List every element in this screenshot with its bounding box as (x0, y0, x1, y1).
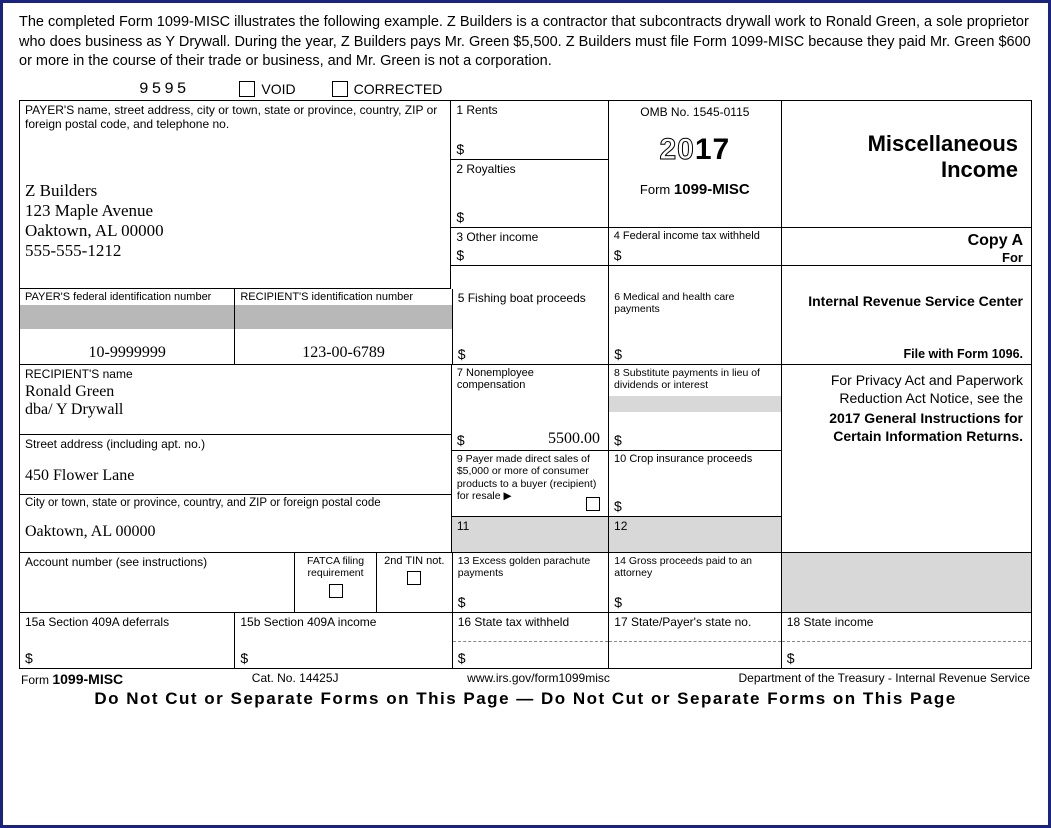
form-grid: PAYER'S name, street address, city or to… (19, 100, 1032, 669)
corrected-label: CORRECTED (354, 81, 443, 97)
box3-other: 3 Other income $ (451, 228, 607, 266)
payer-cell: PAYER'S name, street address, city or to… (20, 101, 451, 289)
bottom-bar: Form 1099-MISC Cat. No. 14425J www.irs.g… (19, 669, 1032, 687)
box8-substitute: 8 Substitute payments in lieu of dividen… (609, 365, 781, 451)
payer-addr2: Oaktown, AL 00000 (25, 221, 445, 241)
payer-fid-cell: PAYER'S federal identification number 10… (20, 289, 235, 365)
box10-crop: 10 Crop insurance proceeds $ (609, 451, 781, 517)
recip-id-cell: RECIPIENT'S identification number 123-00… (235, 289, 452, 365)
box4-fed-tax: 4 Federal income tax withheld $ (609, 228, 781, 266)
box5-fishing: 5 Fishing boat proceeds $ (453, 289, 610, 365)
box15b: 15b Section 409A income $ (235, 613, 452, 669)
fatca-cell: FATCA filing requirement (295, 553, 377, 613)
title-cell: Miscellaneous Income (782, 101, 1031, 228)
box2-royalties: 2 Royalties $ (451, 160, 607, 228)
payer-name: Z Builders (25, 181, 445, 201)
tin2-cell: 2nd TIN not. (377, 553, 453, 613)
intro-text: The completed Form 1099-MISC illustrates… (19, 13, 1032, 72)
box18-state-income: 18 State income $ (782, 613, 1031, 669)
box1-rents: 1 Rents $ (451, 101, 607, 160)
account-number-cell: Account number (see instructions) (20, 553, 295, 613)
box17-state-no: 17 State/Payer's state no. (609, 613, 782, 669)
payer-addr1: 123 Maple Avenue (25, 201, 445, 221)
void-label: VOID (261, 81, 295, 97)
tin2-checkbox[interactable] (407, 571, 421, 585)
irs-center-cell: Internal Revenue Service Center File wit… (782, 289, 1031, 365)
fatca-checkbox[interactable] (329, 584, 343, 598)
form-1099-misc-page: The completed Form 1099-MISC illustrates… (0, 0, 1051, 828)
box9-direct-sales: 9 Payer made direct sales of $5,000 or m… (452, 451, 608, 517)
corrected-checkbox[interactable] (332, 81, 348, 97)
city-cell: City or town, state or province, country… (20, 495, 451, 553)
copya-cell: Copy A For (782, 228, 1031, 266)
recip-name-cell: RECIPIENT'S name Ronald Green dba/ Y Dry… (20, 365, 451, 435)
form-code: 9595 (139, 80, 189, 98)
gray-cell-right (782, 553, 1031, 613)
box12: 12 (609, 517, 781, 553)
street-cell: Street address (including apt. no.) 450 … (20, 435, 451, 495)
box11: 11 (452, 517, 608, 553)
payer-phone: 555-555-1212 (25, 241, 445, 261)
privacy-notice-cell: For Privacy Act and Paperwork Reduction … (782, 365, 1031, 553)
box15a: 15a Section 409A deferrals $ (20, 613, 235, 669)
top-checkboxes-row: 9595 VOID CORRECTED (19, 80, 1032, 98)
box6-medical: 6 Medical and health care payments $ (609, 289, 781, 365)
omb-year-cell: OMB No. 1545-0115 2017 Form 1099-MISC (609, 101, 781, 228)
box16-state-tax: 16 State tax withheld $ (453, 613, 610, 669)
box13-parachute: 13 Excess golden parachute payments $ (453, 553, 610, 613)
box9-checkbox[interactable] (586, 497, 600, 511)
payer-label: PAYER'S name, street address, city or to… (25, 103, 445, 131)
box14-attorney: 14 Gross proceeds paid to an attorney $ (609, 553, 781, 613)
do-not-cut-warning: Do Not Cut or Separate Forms on This Pag… (19, 689, 1032, 709)
void-checkbox[interactable] (239, 81, 255, 97)
box7-nonemployee: 7 Nonemployee compensation $ 5500.00 (452, 365, 608, 451)
